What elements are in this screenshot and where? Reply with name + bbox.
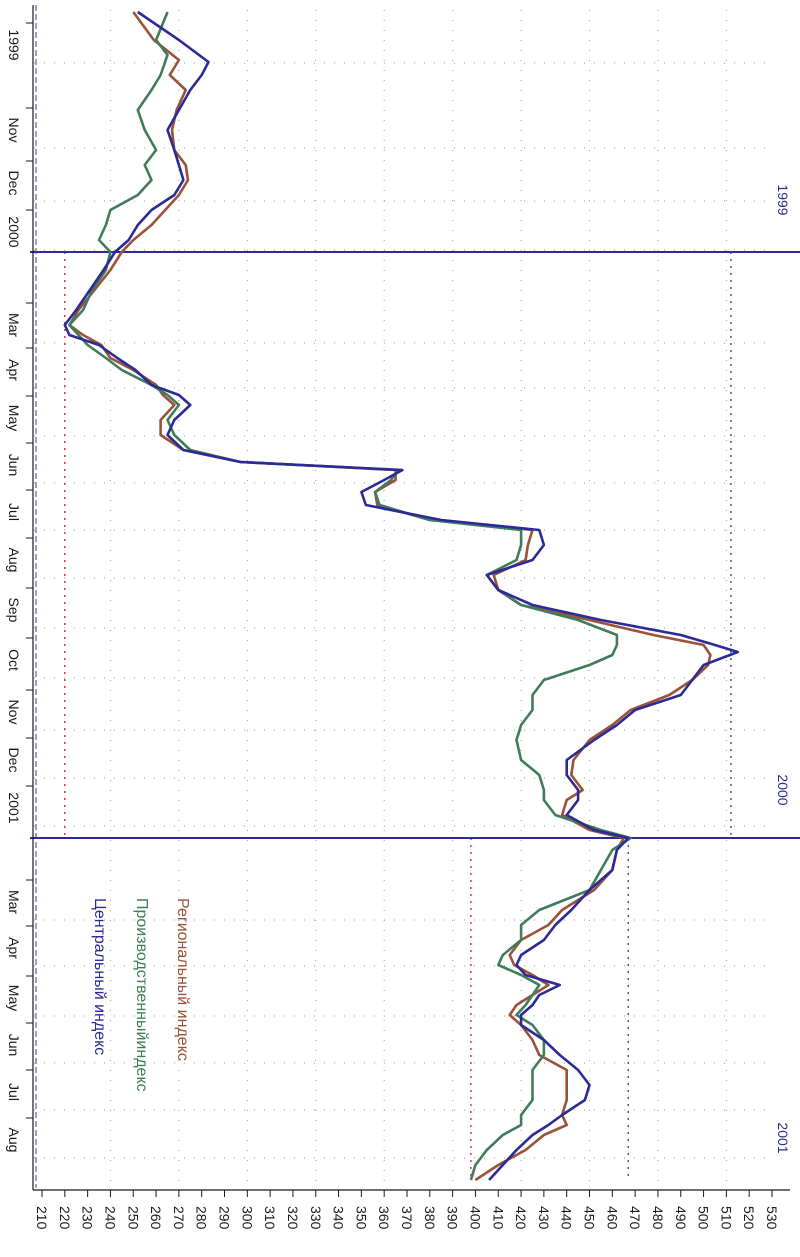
time-tick-label: May bbox=[6, 405, 22, 431]
series-line-3 bbox=[65, 12, 738, 1180]
time-tick-label: Oct bbox=[6, 649, 22, 671]
value-tick-label: 380 bbox=[422, 1206, 438, 1230]
legend: Региональный индекс Производственныйиндек… bbox=[91, 898, 191, 1092]
legend-entry: Центральный индекс bbox=[91, 898, 108, 1055]
value-tick-label: 220 bbox=[57, 1206, 73, 1230]
time-tick-label: Jul bbox=[6, 1083, 22, 1101]
year-labels: 1999 2000 2001 bbox=[775, 184, 791, 1153]
value-tick-label: 530 bbox=[764, 1206, 780, 1230]
year-annotation: 2001 bbox=[775, 1122, 791, 1153]
value-tick-label: 430 bbox=[536, 1206, 552, 1230]
time-tick-label: 2000 bbox=[6, 216, 22, 247]
time-tick-label: Mar bbox=[6, 313, 22, 337]
series-line-2 bbox=[69, 12, 630, 1180]
legend-entry: Производственныйиндекс bbox=[133, 898, 150, 1092]
value-tick-label: 410 bbox=[490, 1206, 506, 1230]
value-tick-label: 230 bbox=[80, 1206, 96, 1230]
time-tick-label: Jun bbox=[6, 454, 22, 477]
year-annotation: 2000 bbox=[775, 774, 791, 805]
time-tick-label: Nov bbox=[6, 118, 22, 143]
value-tick-label: 360 bbox=[376, 1206, 392, 1230]
time-tick-label: Dec bbox=[6, 171, 22, 196]
value-tick-label: 520 bbox=[741, 1206, 757, 1230]
value-axis-labels: 210 220 230 240 250 260 270 280 290 300 310 320 330 3… bbox=[34, 1206, 780, 1230]
time-tick-label: Dec bbox=[6, 748, 22, 773]
series-layer bbox=[65, 12, 738, 1180]
value-tick-label: 280 bbox=[194, 1206, 210, 1230]
value-tick-label: 350 bbox=[353, 1206, 369, 1230]
time-tick-label: Apr bbox=[6, 359, 22, 381]
time-tick-label: Aug bbox=[6, 548, 22, 573]
value-tick-label: 450 bbox=[582, 1206, 598, 1230]
value-tick-label: 510 bbox=[718, 1206, 734, 1230]
value-tick-label: 340 bbox=[331, 1206, 347, 1230]
value-tick-label: 330 bbox=[308, 1206, 324, 1230]
year-separators bbox=[30, 252, 800, 838]
value-tick-label: 250 bbox=[125, 1206, 141, 1230]
value-tick-label: 270 bbox=[171, 1206, 187, 1230]
value-tick-label: 480 bbox=[650, 1206, 666, 1230]
value-tick-label: 470 bbox=[627, 1206, 643, 1230]
value-tick-label: 210 bbox=[34, 1206, 50, 1230]
time-tick-label: Apr bbox=[6, 937, 22, 959]
time-tick-label: Jul bbox=[6, 503, 22, 521]
value-tick-label: 240 bbox=[102, 1206, 118, 1230]
value-tick-label: 420 bbox=[513, 1206, 529, 1230]
value-tick-label: 300 bbox=[239, 1206, 255, 1230]
time-tick-label: Nov bbox=[6, 700, 22, 725]
value-tick-label: 500 bbox=[696, 1206, 712, 1230]
time-tick-label: 2001 bbox=[6, 792, 22, 823]
time-tick-label: Mar bbox=[6, 890, 22, 914]
value-tick-label: 460 bbox=[604, 1206, 620, 1230]
time-tick-label: May bbox=[6, 985, 22, 1011]
series-line-1 bbox=[69, 12, 710, 1180]
legend-entry: Региональный индекс bbox=[174, 898, 191, 1061]
value-tick-label: 320 bbox=[285, 1206, 301, 1230]
value-tick-label: 390 bbox=[445, 1206, 461, 1230]
time-tick-label: Sep bbox=[6, 598, 22, 623]
time-tick-label: 1999 bbox=[6, 29, 22, 60]
time-axis-labels: 1999 Nov Dec 2000 Mar Apr May Jun Jul Aug Sep Oct No… bbox=[6, 29, 22, 1152]
value-tick-label: 440 bbox=[559, 1206, 575, 1230]
value-tick-label: 310 bbox=[262, 1206, 278, 1230]
time-tick-label: Aug bbox=[6, 1128, 22, 1153]
value-tick-label: 490 bbox=[673, 1206, 689, 1230]
value-tick-label: 370 bbox=[399, 1206, 415, 1230]
value-tick-label: 400 bbox=[467, 1206, 483, 1230]
year-annotation: 1999 bbox=[775, 184, 791, 215]
time-tick-label: Jun bbox=[6, 1034, 22, 1057]
value-tick-label: 260 bbox=[148, 1206, 164, 1230]
value-tick-label: 290 bbox=[217, 1206, 233, 1230]
